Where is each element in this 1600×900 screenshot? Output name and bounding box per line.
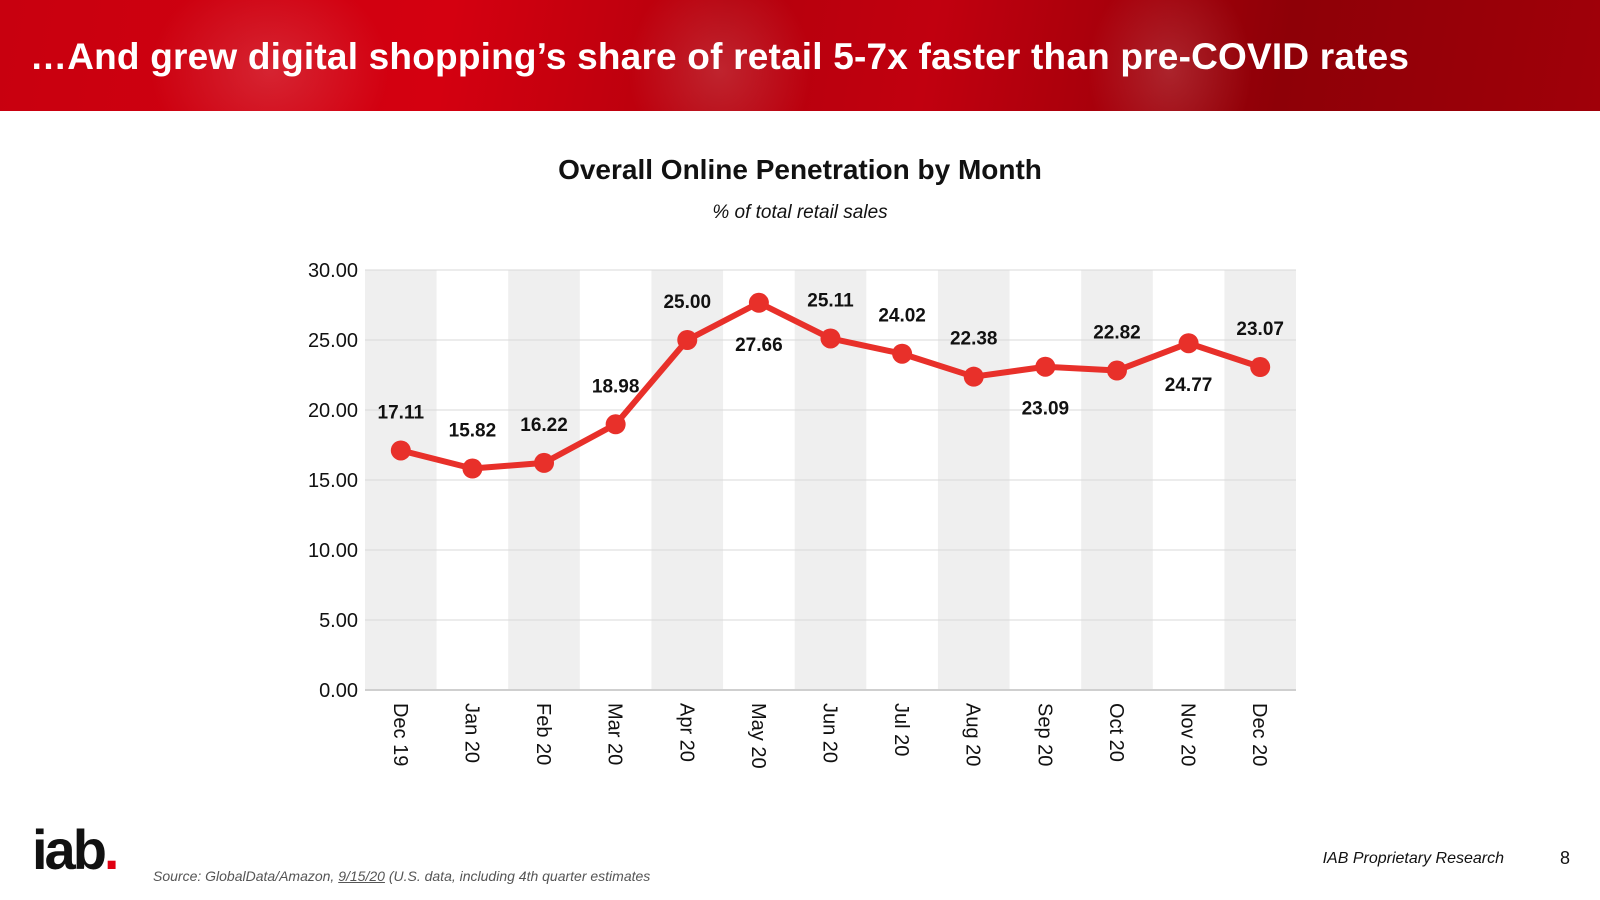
y-tick-label: 0.00 [319, 680, 358, 702]
data-point [1178, 333, 1199, 354]
data-point [963, 366, 984, 387]
y-tick-label: 25.00 [308, 330, 358, 352]
x-tick-label: May 20 [747, 703, 769, 769]
source-date: 9/15/20 [338, 868, 385, 884]
x-tick-label: Dec 19 [389, 703, 411, 766]
banner-sheen [140, 0, 400, 111]
data-label: 16.22 [520, 415, 568, 436]
chart-subtitle: % of total retail sales [712, 202, 888, 223]
x-tick-label: Oct 20 [1105, 703, 1127, 762]
x-tick-label: Apr 20 [675, 703, 697, 762]
data-label: 22.82 [1093, 323, 1141, 344]
x-tick-label: Feb 20 [532, 703, 554, 765]
y-tick-label: 5.00 [319, 610, 358, 632]
source-prefix: Source: GlobalData/Amazon, [153, 868, 339, 884]
x-tick-label: Jan 20 [460, 703, 482, 763]
iab-logo: iab. [32, 822, 119, 878]
data-label: 24.02 [878, 306, 926, 327]
data-label: 23.09 [1022, 399, 1070, 420]
data-label: 27.66 [735, 335, 783, 356]
data-point [748, 292, 769, 313]
data-label: 15.82 [449, 421, 497, 442]
data-point [1250, 357, 1271, 378]
data-label: 18.98 [592, 376, 640, 397]
data-label: 24.77 [1165, 375, 1213, 396]
data-point [462, 458, 483, 479]
data-label: 22.38 [950, 329, 998, 350]
y-tick-label: 10.00 [308, 540, 358, 562]
x-tick-label: Jun 20 [819, 703, 841, 763]
data-point [534, 452, 555, 473]
data-point [820, 328, 841, 349]
data-label: 25.11 [807, 290, 854, 311]
data-point [1106, 360, 1127, 381]
header-banner: …And grew digital shopping’s share of re… [0, 0, 1600, 111]
chart-title: Overall Online Penetration by Month [558, 154, 1042, 185]
data-label: 23.07 [1236, 319, 1284, 340]
y-tick-label: 20.00 [308, 400, 358, 422]
data-point [892, 343, 913, 364]
x-tick-label: Dec 20 [1248, 703, 1270, 766]
x-tick-label: Nov 20 [1177, 703, 1199, 766]
x-tick-label: Jul 20 [890, 703, 912, 756]
y-tick-label: 30.00 [308, 260, 358, 282]
data-label: 25.00 [663, 292, 711, 313]
slide-title: …And grew digital shopping’s share of re… [30, 36, 1410, 77]
data-point [605, 414, 626, 435]
logo-text: iab [32, 818, 107, 881]
banner-sheen [1080, 0, 1260, 111]
data-point [677, 330, 698, 350]
source-note: Source: GlobalData/Amazon, 9/15/20 (U.S.… [153, 868, 650, 884]
page-number: 8 [1559, 848, 1570, 868]
banner-sheen [620, 0, 820, 111]
data-point [1035, 356, 1056, 377]
x-tick-label: Mar 20 [604, 703, 626, 765]
source-suffix: (U.S. data, including 4th quarter estima… [384, 868, 651, 884]
proprietary-label: IAB Proprietary Research [1322, 850, 1504, 867]
logo-dot: . [103, 818, 119, 881]
y-tick-label: 15.00 [308, 470, 358, 492]
x-tick-label: Sep 20 [1033, 703, 1055, 766]
x-tick-label: Aug 20 [962, 703, 984, 766]
data-label: 17.11 [378, 402, 425, 423]
data-point [390, 440, 411, 461]
